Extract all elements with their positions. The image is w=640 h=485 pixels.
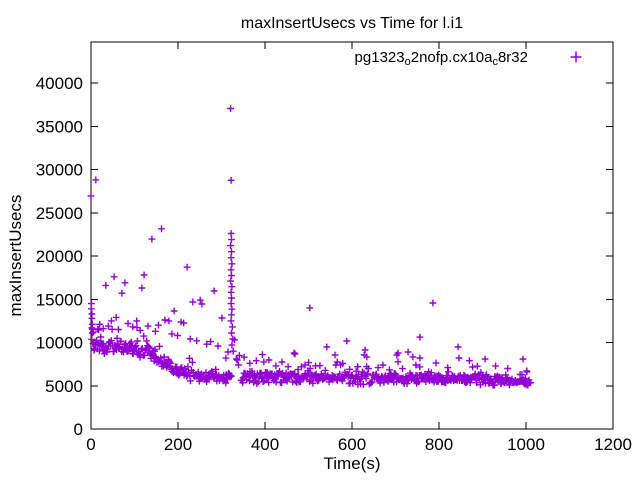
x-tick-label: 1200 (594, 435, 632, 454)
legend-label-subscript: o (405, 56, 411, 68)
y-axis-label: maxInsertUsecs (6, 195, 25, 317)
legend-label-segment: 8r32 (498, 49, 528, 66)
legend-label-subscript: c (492, 56, 498, 68)
y-tick-label: 15000 (36, 290, 83, 309)
y-tick-label: 0 (74, 420, 83, 439)
x-tick-label: 1000 (507, 435, 545, 454)
tick-marks (90, 42, 614, 430)
y-tick-label: 5000 (45, 377, 83, 396)
data-points (87, 105, 534, 389)
y-tick-label: 40000 (36, 74, 83, 93)
x-tick-label: 400 (251, 435, 279, 454)
x-tick-label: 200 (164, 435, 192, 454)
y-tick-label: 20000 (36, 247, 83, 266)
chart-title: maxInsertUsecs vs Time for l.i1 (241, 15, 463, 32)
y-tick-label: 25000 (36, 204, 83, 223)
x-tick-label: 0 (86, 435, 95, 454)
y-tick-label: 35000 (36, 117, 83, 136)
legend-marker-plus-icon (570, 51, 582, 63)
legend-label-segment: pg1323 (355, 49, 405, 66)
y-tick-label: 30000 (36, 161, 83, 180)
legend-label: pg1323o2nofp.cx10ac8r32 (355, 49, 528, 68)
x-tick-label: 600 (338, 435, 366, 454)
legend-label-segment: 2nofp.cx10a (411, 49, 493, 66)
x-axis-label: Time(s) (324, 454, 381, 473)
y-tick-label: 10000 (36, 334, 83, 353)
x-tick-label: 800 (425, 435, 453, 454)
